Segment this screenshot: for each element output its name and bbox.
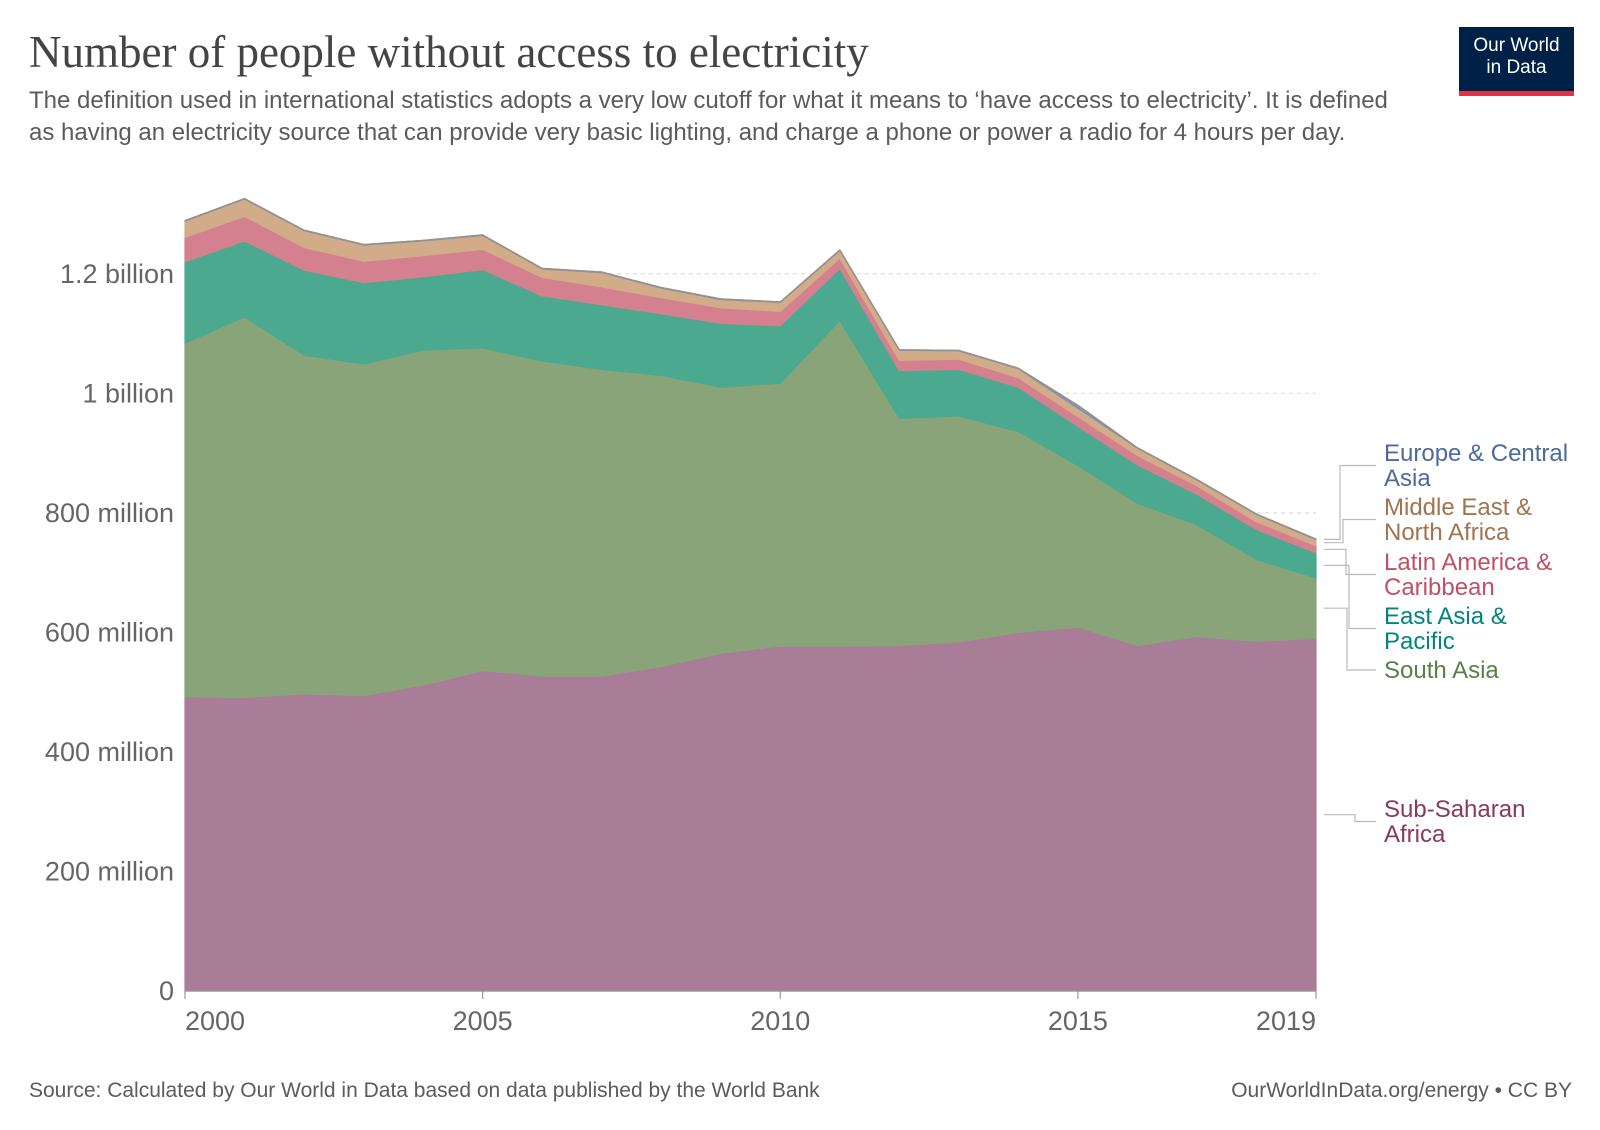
x-tick-label: 2000 [185,1006,245,1036]
legend-label: Sub-Saharan [1384,796,1525,823]
legend-connector [1324,564,1376,630]
y-tick-label: 400 million [45,737,174,767]
x-tick-label: 2015 [1048,1006,1108,1036]
y-tick-label: 1.2 billion [60,259,174,289]
legend-item-south-asia: South Asia [1324,607,1499,684]
axes: 0 200 million 400 million 600 million 800 mi… [45,259,1317,1036]
x-tick-label: 2010 [750,1006,810,1036]
legend-label: Pacific [1384,628,1455,655]
legend-label: Asia [1384,465,1431,492]
legend-label: Middle East & [1384,494,1532,521]
logo-line-2: in Data [1486,57,1547,78]
legend-label: Caribbean [1384,574,1495,601]
legend-connector [1324,464,1376,540]
legend-item-latin-america-caribbean: Latin America &Caribbean [1324,548,1552,601]
legend-label: North Africa [1384,519,1510,546]
x-tick-label: 2019 [1256,1006,1316,1036]
total-outline [184,197,1317,540]
owid-logo[interactable]: Our World in Data [1459,27,1574,96]
source-note: Source: Calculated by Our World in Data … [29,1079,820,1102]
logo-accent-bar [1459,91,1574,96]
legend-connector [1324,548,1376,576]
y-tick-label: 1 billion [82,378,174,408]
legend-label: South Asia [1384,657,1499,684]
y-tick-label: 0 [159,976,174,1006]
x-tick-label: 2005 [453,1006,513,1036]
legend-connector [1324,607,1376,671]
y-tick-label: 200 million [45,856,174,886]
y-tick-label: 600 million [45,617,174,647]
chart-title: Number of people without access to elect… [29,27,869,77]
legend-label: Europe & Central [1384,440,1568,467]
chart-subtitle: The definition used in international sta… [29,87,1388,146]
y-tick-label: 800 million [45,498,174,528]
legend-item-middle-east-north-africa: Middle East &North Africa [1324,494,1532,546]
legend-connector [1324,814,1376,823]
logo-line-1: Our World [1473,35,1560,56]
legend-label: Africa [1384,821,1446,848]
legend-item-east-asia-pacific: East Asia &Pacific [1324,564,1507,655]
legend-connector [1324,518,1376,544]
legend-label: Latin America & [1384,549,1552,576]
area-series [184,197,1317,992]
license-link[interactable]: OurWorldInData.org/energy • CC BY [1231,1079,1572,1102]
legend-label: East Asia & [1384,603,1507,630]
